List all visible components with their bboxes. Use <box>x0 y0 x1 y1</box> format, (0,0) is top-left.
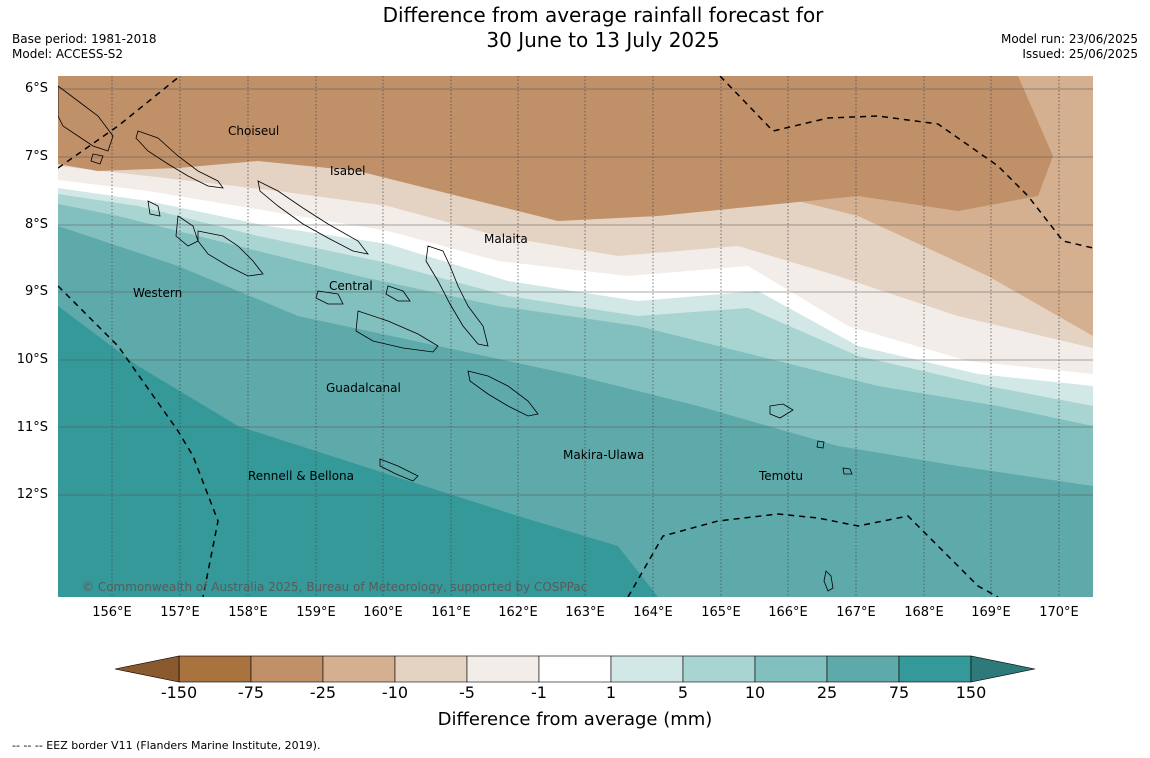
base-info: Base period: 1981-2018 Model: ACCESS-S2 <box>12 32 157 62</box>
model-run: Model run: 23/06/2025 <box>1000 32 1138 46</box>
run-info: Model run: 23/06/2025 Issued: 25/06/2025 <box>1001 32 1138 62</box>
colorbar-segment <box>538 655 612 683</box>
lat-label: 12°S <box>16 487 48 502</box>
vella-lavella-island <box>147 200 161 217</box>
isabel-island <box>257 180 369 255</box>
label-malaita: Malaita <box>484 232 528 246</box>
central-island <box>315 290 344 305</box>
lon-label: 167°E <box>836 605 876 620</box>
bougainville-island <box>58 85 114 152</box>
new-georgia-island <box>197 230 264 277</box>
map-title: Difference from average rainfall forecas… <box>0 3 1150 53</box>
colorbar-tick: -10 <box>381 683 409 702</box>
colorbar-tick: -75 <box>237 683 265 702</box>
label-western: Western <box>133 286 183 300</box>
coastlines <box>58 85 853 592</box>
colorbar-segment <box>610 655 684 683</box>
colorbar-segment <box>682 655 756 683</box>
latitude-grid <box>58 88 1093 496</box>
lon-label: 166°E <box>768 605 808 620</box>
longitude-grid <box>111 76 1060 597</box>
colorbar-tick: 1 <box>605 683 617 702</box>
model-name: Model: ACCESS-S2 <box>12 47 124 61</box>
florida-island <box>385 285 411 302</box>
lon-label: 158°E <box>228 605 268 620</box>
label-isabel: Isabel <box>330 164 366 178</box>
lon-label: 157°E <box>160 605 200 620</box>
colorbar-segment <box>754 655 828 683</box>
colorbar-tick: -150 <box>160 683 198 702</box>
label-guadalcanal: Guadalcanal <box>326 381 401 395</box>
label-rennell-bellona: Rennell & Bellona <box>248 469 355 483</box>
colorbar-segment <box>394 655 468 683</box>
colorbar-tick: 25 <box>816 683 838 702</box>
colorbar-segment <box>826 655 900 683</box>
label-central: Central <box>329 279 373 293</box>
lon-label: 161°E <box>431 605 471 620</box>
temotu-islet <box>816 440 825 449</box>
label-choiseul: Choiseul <box>228 124 280 138</box>
issued-date: Issued: 25/06/2025 <box>1022 47 1138 61</box>
guadalcanal-island <box>355 310 439 353</box>
colorbar-tick: -25 <box>309 683 337 702</box>
title-line-2: 30 June to 13 July 2025 <box>486 28 720 52</box>
lon-label: 164°E <box>633 605 673 620</box>
lat-label: 11°S <box>16 420 48 435</box>
title-line-1: Difference from average rainfall forecas… <box>382 3 824 27</box>
colorbar-tick: 150 <box>955 683 987 702</box>
colorbar-segments <box>114 655 1036 683</box>
lon-label: 162°E <box>498 605 538 620</box>
base-period: Base period: 1981-2018 <box>12 32 157 46</box>
choiseul-island <box>135 130 224 189</box>
makira-island <box>467 370 539 417</box>
lon-label: 156°E <box>92 605 132 620</box>
colorbar-segment <box>250 655 324 683</box>
lon-label: 160°E <box>363 605 403 620</box>
nendo-island <box>769 403 794 419</box>
colorbar-tick: -5 <box>459 683 475 702</box>
lat-label: 10°S <box>16 352 48 367</box>
lat-label: 7°S <box>24 149 48 164</box>
western-island <box>175 215 199 247</box>
label-temotu: Temotu <box>759 469 804 483</box>
colorbar-under-arrow <box>114 655 180 683</box>
rennell-island <box>379 458 419 482</box>
colorbar-tick: 75 <box>888 683 910 702</box>
colorbar-label: Difference from average (mm) <box>437 709 713 730</box>
islet <box>90 153 104 165</box>
temotu-islet <box>842 467 853 475</box>
lon-label: 169°E <box>971 605 1011 620</box>
colorbar-segment <box>322 655 396 683</box>
colorbar-tick: -1 <box>531 683 547 702</box>
colorbar-tick: 10 <box>744 683 766 702</box>
rainfall-map <box>58 76 1093 597</box>
lon-label: 168°E <box>904 605 944 620</box>
colorbar-over-arrow <box>970 655 1036 683</box>
lat-label: 9°S <box>24 284 48 299</box>
lon-label: 170°E <box>1039 605 1079 620</box>
lon-label: 159°E <box>296 605 336 620</box>
label-makira-ulawa: Makira-Ulawa <box>563 448 645 462</box>
band-neg75-neg25 <box>58 76 1053 221</box>
colorbar-segment <box>178 655 252 683</box>
eez-border <box>58 76 1093 597</box>
copyright-notice: © Commonwealth of Australia 2025, Bureau… <box>82 580 588 594</box>
lat-label: 8°S <box>24 217 48 232</box>
map-svg <box>58 76 1093 597</box>
colorbar-segment <box>466 655 540 683</box>
eez-legend: -- -- -- EEZ border V11 (Flanders Marine… <box>12 739 321 752</box>
colorbar-segment <box>898 655 972 683</box>
lon-label: 165°E <box>701 605 741 620</box>
southern-islet <box>823 570 834 592</box>
colorbar-tick: 5 <box>677 683 689 702</box>
lon-label: 163°E <box>565 605 605 620</box>
lat-label: 6°S <box>24 81 48 96</box>
malaita-island <box>425 245 489 347</box>
